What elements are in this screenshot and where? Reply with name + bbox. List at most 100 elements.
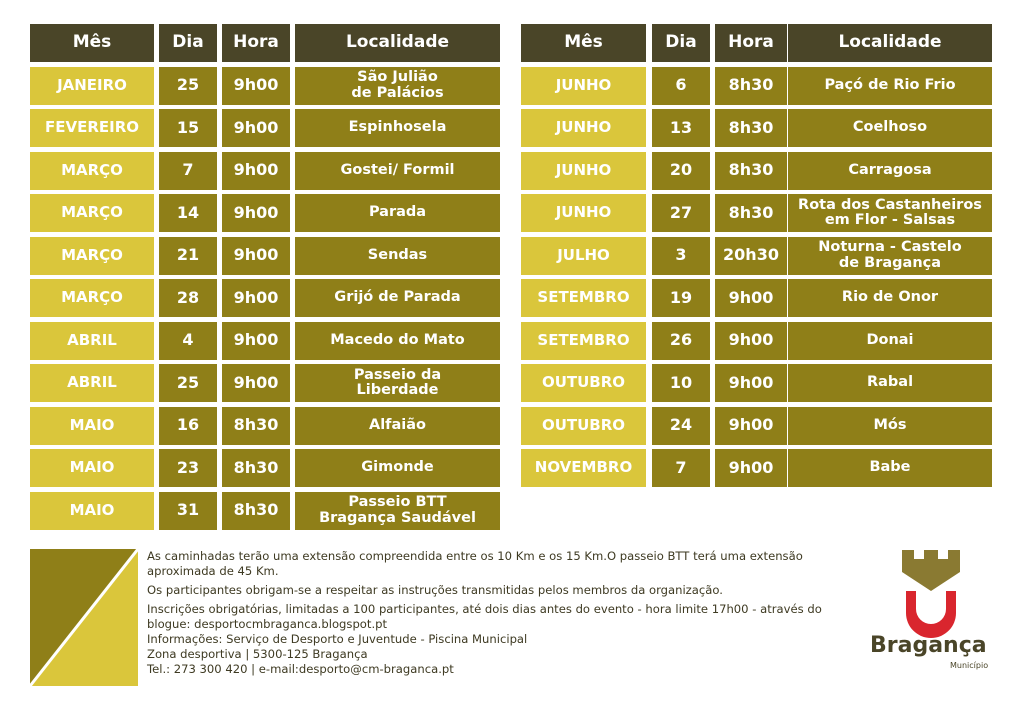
cell-day: 21 (159, 236, 217, 275)
cell-day: 7 (159, 151, 217, 190)
cell-month: MARÇO (30, 236, 154, 275)
cell-location: Rabal (788, 364, 992, 402)
cell-month: JANEIRO (30, 66, 154, 105)
braganca-logo-icon (902, 550, 960, 638)
cell-month: ABRIL (30, 321, 154, 360)
cell-location: Passeio da Liberdade (295, 364, 500, 402)
cell-day: 20 (652, 151, 710, 190)
cell-month: MAIO (30, 449, 154, 487)
cell-month: SETEMBRO (521, 279, 646, 317)
cell-time: 8h30 (715, 194, 787, 232)
cell-time: 8h30 (715, 66, 787, 105)
cell-month: JUNHO (521, 66, 646, 105)
info-contact: Informações: Serviço de Desporto e Juven… (147, 632, 528, 646)
cell-time: 9h00 (715, 406, 787, 445)
cell-time: 9h00 (222, 194, 290, 232)
cell-time: 8h30 (715, 109, 787, 147)
cell-time: 9h00 (222, 236, 290, 275)
cell-location: Macedo do Mato (295, 321, 500, 360)
cell-time: 9h00 (222, 364, 290, 402)
cell-day: 7 (652, 449, 710, 487)
cell-day: 3 (652, 236, 710, 275)
cell-month: MARÇO (30, 151, 154, 190)
cell-location: Gimonde (295, 449, 500, 487)
cell-day: 31 (159, 491, 217, 530)
cell-location: Gostei/ Formil (295, 151, 500, 190)
cell-time: 8h30 (222, 491, 290, 530)
cell-time: 9h00 (222, 66, 290, 105)
cell-month: MAIO (30, 406, 154, 445)
cell-day: 27 (652, 194, 710, 232)
cell-month: ABRIL (30, 364, 154, 402)
cell-month: MAIO (30, 491, 154, 530)
cell-location: Grijó de Parada (295, 279, 500, 317)
cell-location: Donai (788, 321, 992, 360)
cell-location: Alfaião (295, 406, 500, 445)
cell-month: NOVEMBRO (521, 449, 646, 487)
info-rules: Os participantes obrigam-se a respeitar … (147, 583, 723, 597)
header-hora: Hora (715, 24, 787, 62)
cell-day: 10 (652, 364, 710, 402)
cell-location: Mós (788, 406, 992, 445)
schedule-table-left: Mês Dia Hora Localidade JANEIRO 25 9h00 São Jul… (30, 24, 500, 530)
header-hora: Hora (222, 24, 290, 62)
cell-month: JULHO (521, 236, 646, 275)
cell-time: 9h00 (222, 109, 290, 147)
cell-location: Espinhosela (295, 109, 500, 147)
logo-subtitle: Município (950, 661, 989, 670)
cell-month: OUTUBRO (521, 406, 646, 445)
cell-time: 9h00 (222, 279, 290, 317)
cell-time: 8h30 (715, 151, 787, 190)
cell-day: 4 (159, 321, 217, 360)
cell-month: MARÇO (30, 194, 154, 232)
cell-location: Coelhoso (788, 109, 992, 147)
cell-month: OUTUBRO (521, 364, 646, 402)
info-extension: As caminhadas terão uma extensão compree… (147, 549, 803, 578)
info-text-block: As caminhadas terão uma extensão compree… (147, 549, 867, 677)
info-address: Zona desportiva | 5300-125 Bragança (147, 647, 368, 661)
cell-day: 23 (159, 449, 217, 487)
cell-day: 6 (652, 66, 710, 105)
cell-location: Carragosa (788, 151, 992, 190)
schedule-table-right: Mês Dia Hora Localidade JUNHO 6 8h30 Paçó de Ri… (521, 24, 992, 487)
header-dia: Dia (652, 24, 710, 62)
cell-location: São Julião de Palácios (295, 66, 500, 105)
header-mes: Mês (30, 24, 154, 62)
cell-time: 9h00 (715, 364, 787, 402)
cell-day: 13 (652, 109, 710, 147)
cell-location: Passeio BTT Bragança Saudável (295, 491, 500, 530)
cell-day: 26 (652, 321, 710, 360)
cell-day: 28 (159, 279, 217, 317)
cell-month: JUNHO (521, 151, 646, 190)
cell-location: Noturna - Castelo de Bragança (788, 236, 992, 275)
cell-day: 24 (652, 406, 710, 445)
cell-month: JUNHO (521, 194, 646, 232)
cell-day: 16 (159, 406, 217, 445)
cell-location: Parada (295, 194, 500, 232)
logo-wordmark: Bragança (870, 633, 987, 658)
decorative-triangle-graphic (30, 549, 138, 686)
cell-location: Babe (788, 449, 992, 487)
cell-location: Sendas (295, 236, 500, 275)
cell-time: 9h00 (222, 321, 290, 360)
cell-day: 15 (159, 109, 217, 147)
cell-month: SETEMBRO (521, 321, 646, 360)
cell-time: 9h00 (715, 321, 787, 360)
cell-location: Rota dos Castanheiros em Flor - Salsas (788, 194, 992, 232)
cell-time: 9h00 (715, 279, 787, 317)
cell-time: 20h30 (715, 236, 787, 275)
cell-day: 25 (159, 364, 217, 402)
cell-location: Paçó de Rio Frio (788, 66, 992, 105)
info-registration: Inscrições obrigatórias, limitadas a 100… (147, 602, 822, 631)
header-localidade: Localidade (788, 24, 992, 62)
header-mes: Mês (521, 24, 646, 62)
cell-month: FEVEREIRO (30, 109, 154, 147)
header-localidade: Localidade (295, 24, 500, 62)
cell-month: MARÇO (30, 279, 154, 317)
cell-time: 8h30 (222, 406, 290, 445)
cell-month: JUNHO (521, 109, 646, 147)
cell-day: 25 (159, 66, 217, 105)
cell-time: 9h00 (222, 151, 290, 190)
cell-day: 14 (159, 194, 217, 232)
cell-time: 9h00 (715, 449, 787, 487)
